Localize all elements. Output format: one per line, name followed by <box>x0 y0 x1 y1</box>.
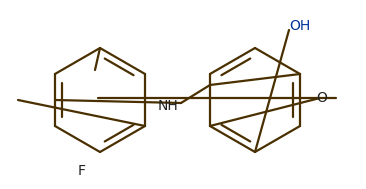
Text: OH: OH <box>290 19 311 33</box>
Text: O: O <box>317 91 328 105</box>
Text: F: F <box>78 164 86 178</box>
Text: NH: NH <box>158 99 178 113</box>
